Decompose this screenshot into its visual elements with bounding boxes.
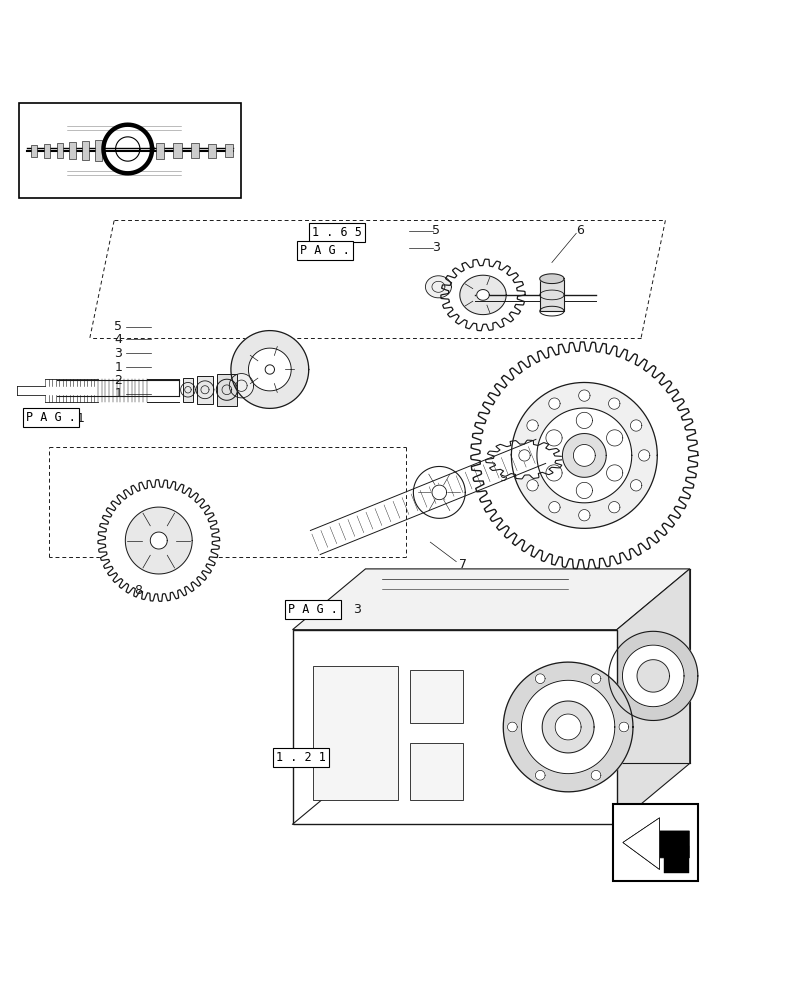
Polygon shape	[590, 770, 600, 780]
Bar	[182, 378, 192, 402]
Bar	[208, 144, 216, 158]
Bar	[156, 143, 164, 159]
Polygon shape	[590, 674, 600, 684]
Polygon shape	[425, 276, 451, 298]
Bar	[410, 670, 462, 723]
Polygon shape	[539, 274, 564, 284]
Polygon shape	[637, 450, 649, 461]
Polygon shape	[548, 502, 560, 513]
Polygon shape	[607, 398, 619, 409]
Text: 5: 5	[431, 224, 440, 237]
Polygon shape	[503, 662, 633, 792]
Bar	[217, 374, 237, 406]
Bar	[19, 103, 241, 198]
Text: 1 . 6 5: 1 . 6 5	[311, 226, 362, 239]
Polygon shape	[622, 818, 689, 869]
Polygon shape	[265, 365, 274, 374]
Bar	[292, 630, 616, 824]
Polygon shape	[573, 444, 594, 466]
Text: 5: 5	[114, 320, 122, 333]
Text: 4: 4	[114, 333, 122, 346]
Polygon shape	[150, 532, 167, 549]
Bar	[663, 846, 689, 873]
Bar	[70, 142, 76, 159]
Text: 3: 3	[353, 603, 361, 616]
Bar	[612, 804, 697, 881]
Polygon shape	[125, 507, 192, 574]
Polygon shape	[637, 660, 668, 692]
Polygon shape	[622, 818, 659, 869]
Bar	[225, 144, 233, 157]
Polygon shape	[555, 714, 581, 740]
Text: P A G .: P A G .	[26, 411, 75, 424]
Polygon shape	[440, 259, 525, 331]
Text: P A G .: P A G .	[287, 603, 337, 616]
Bar	[95, 140, 101, 161]
Polygon shape	[607, 502, 619, 513]
Bar	[539, 279, 564, 311]
Polygon shape	[534, 674, 544, 684]
Polygon shape	[459, 275, 505, 315]
Polygon shape	[629, 480, 641, 491]
Text: 0: 0	[406, 750, 414, 763]
Text: 1: 1	[114, 361, 122, 374]
Polygon shape	[511, 382, 656, 528]
Bar	[196, 376, 212, 404]
Polygon shape	[413, 466, 465, 518]
Bar	[44, 144, 50, 158]
Text: 3: 3	[431, 241, 440, 254]
Polygon shape	[629, 420, 641, 431]
Polygon shape	[534, 770, 544, 780]
Text: 1: 1	[114, 387, 122, 400]
Polygon shape	[616, 569, 689, 824]
Polygon shape	[578, 390, 590, 401]
Bar	[82, 141, 88, 160]
Text: P A G .: P A G .	[299, 244, 350, 257]
Polygon shape	[431, 485, 446, 500]
Bar	[312, 666, 397, 800]
Polygon shape	[562, 434, 606, 477]
Text: 6: 6	[576, 224, 583, 237]
Polygon shape	[608, 631, 697, 720]
Polygon shape	[485, 440, 563, 479]
Bar	[174, 143, 182, 158]
Polygon shape	[230, 331, 308, 408]
Polygon shape	[548, 398, 560, 409]
Polygon shape	[476, 290, 489, 300]
Polygon shape	[578, 510, 590, 521]
Bar	[57, 143, 63, 158]
Text: 1 . 2 1: 1 . 2 1	[276, 751, 325, 764]
Polygon shape	[536, 408, 631, 503]
Bar	[31, 145, 37, 157]
Polygon shape	[526, 480, 538, 491]
Polygon shape	[521, 680, 614, 774]
Bar	[410, 743, 462, 800]
Text: 3: 3	[114, 347, 122, 360]
Polygon shape	[507, 722, 517, 732]
Polygon shape	[622, 645, 683, 707]
Text: 1: 1	[76, 412, 84, 425]
Text: 2: 2	[114, 374, 122, 387]
Polygon shape	[518, 450, 530, 461]
Polygon shape	[292, 569, 689, 630]
Text: 8: 8	[135, 584, 142, 597]
Polygon shape	[98, 480, 219, 601]
Polygon shape	[618, 722, 628, 732]
Polygon shape	[229, 374, 253, 398]
Bar	[191, 143, 199, 158]
Polygon shape	[248, 348, 291, 391]
Polygon shape	[470, 342, 697, 569]
Text: 9: 9	[499, 471, 507, 484]
Polygon shape	[526, 420, 538, 431]
Text: 7: 7	[458, 558, 466, 571]
Polygon shape	[542, 701, 594, 753]
